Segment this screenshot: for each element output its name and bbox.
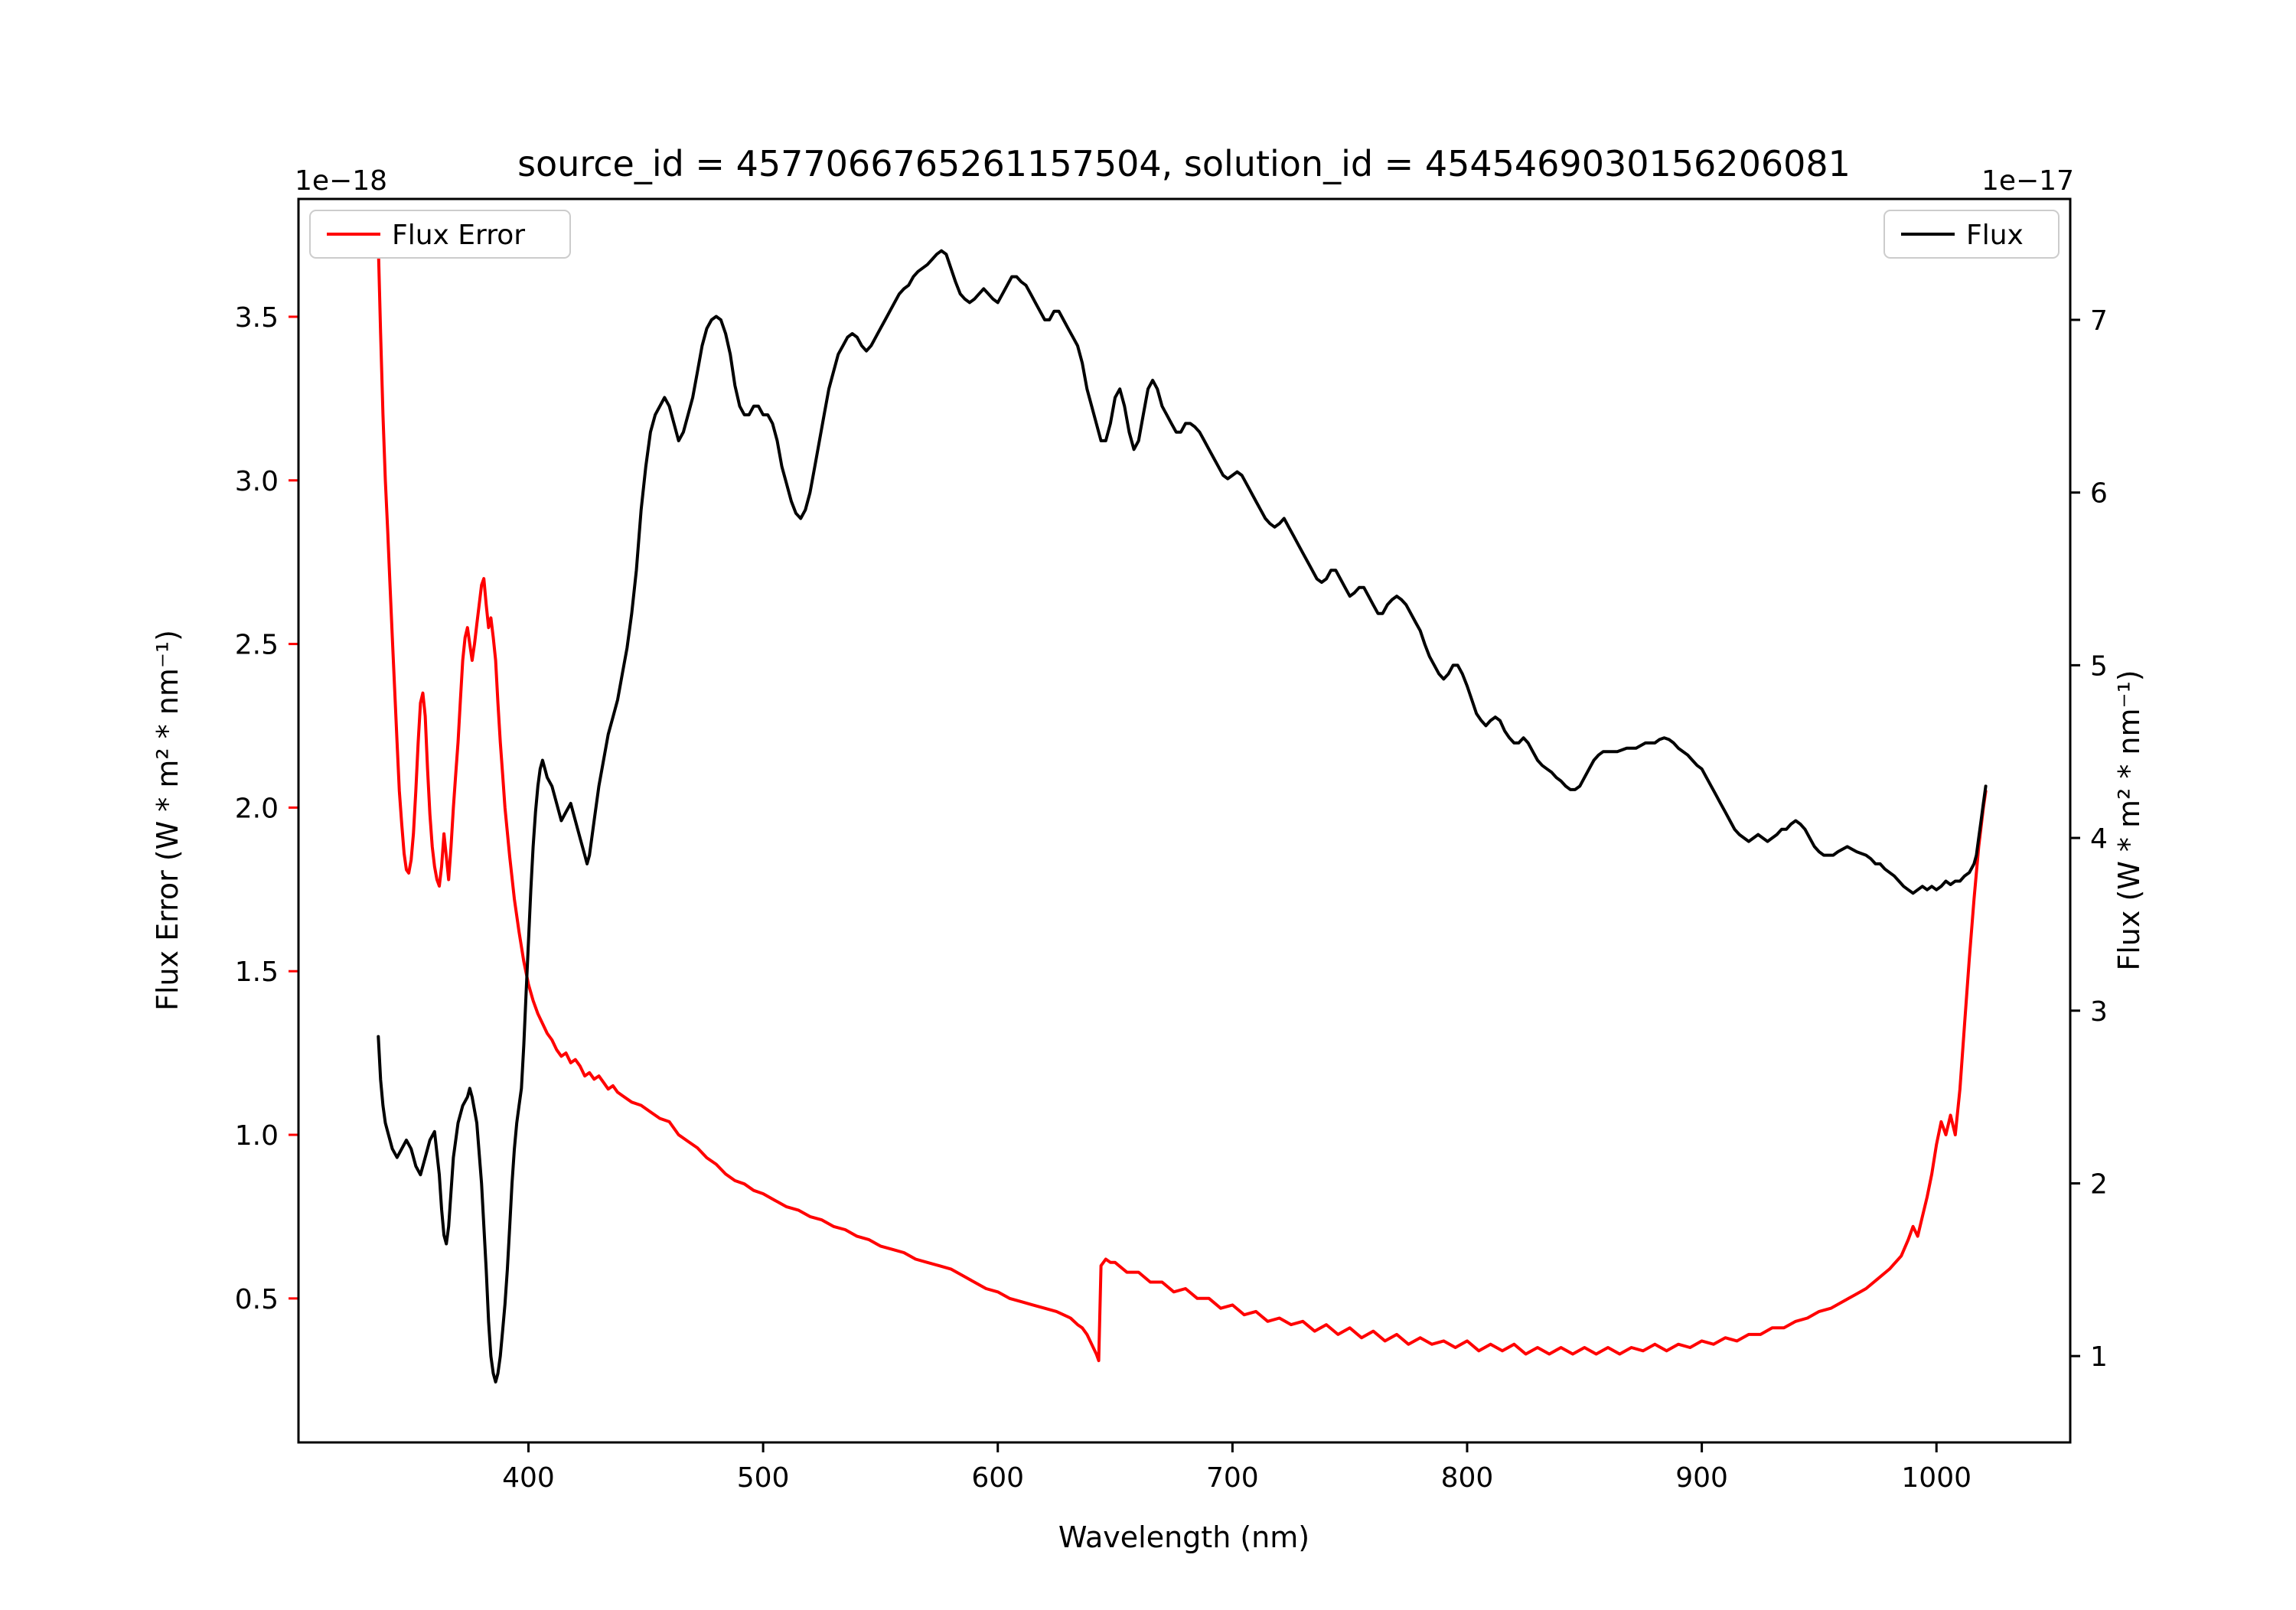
x-tick-label: 400 bbox=[502, 1462, 555, 1494]
right-y-tick-label: 3 bbox=[2090, 996, 2108, 1028]
series-lines bbox=[377, 243, 1988, 1383]
right-y-axis-label: Flux (W * m² * nm⁻¹) bbox=[2112, 670, 2146, 970]
right-y-tick-label: 1 bbox=[2090, 1341, 2108, 1373]
x-tick-label: 900 bbox=[1675, 1462, 1728, 1494]
right-y-tick-label: 2 bbox=[2090, 1168, 2108, 1200]
legend-label-flux: Flux bbox=[1966, 220, 2024, 251]
legend-flux: Flux bbox=[1883, 210, 2060, 259]
x-tick-label: 1000 bbox=[1901, 1462, 1971, 1494]
axes-ticks: 400 500 600 700 800 900 1000 0.5 1.0 1.5 2.0 2.5 3.0… bbox=[235, 302, 2108, 1494]
left-axis-offset-text: 1e−18 bbox=[295, 165, 387, 197]
plot-border bbox=[297, 197, 2072, 1444]
left-y-tick-label: 1.0 bbox=[235, 1120, 279, 1152]
x-tick-label: 600 bbox=[971, 1462, 1024, 1494]
right-y-tick-label: 7 bbox=[2090, 305, 2108, 337]
x-tick-label: 500 bbox=[737, 1462, 790, 1494]
left-y-tick-label: 2.5 bbox=[235, 630, 279, 661]
left-y-tick-label: 1.5 bbox=[235, 957, 279, 988]
legend-label-flux-error: Flux Error bbox=[392, 220, 525, 251]
left-y-axis-label: Flux Error (W * m² * nm⁻¹) bbox=[151, 630, 184, 1011]
x-axis-label: Wavelength (nm) bbox=[1058, 1520, 1309, 1554]
left-y-tick-label: 2.0 bbox=[235, 793, 279, 824]
right-y-tick-label: 4 bbox=[2090, 823, 2108, 855]
right-axis-offset-text: 1e−17 bbox=[1981, 165, 2074, 197]
right-y-tick-label: 5 bbox=[2090, 650, 2108, 682]
right-y-tick-label: 6 bbox=[2090, 478, 2108, 510]
left-y-tick-label: 0.5 bbox=[235, 1284, 279, 1315]
x-tick-label: 700 bbox=[1206, 1462, 1259, 1494]
left-y-tick-label: 3.5 bbox=[235, 302, 279, 334]
legend-flux-error: Flux Error bbox=[309, 210, 571, 259]
x-tick-label: 800 bbox=[1441, 1462, 1494, 1494]
chart-title: source_id = 4577066765261157504, solutio… bbox=[517, 143, 1851, 184]
legend-box bbox=[1883, 210, 2060, 259]
left-y-tick-label: 3.0 bbox=[235, 466, 279, 497]
flux-line bbox=[377, 249, 1988, 1383]
legend-box bbox=[309, 210, 571, 259]
flux-error-line bbox=[377, 243, 1988, 1363]
